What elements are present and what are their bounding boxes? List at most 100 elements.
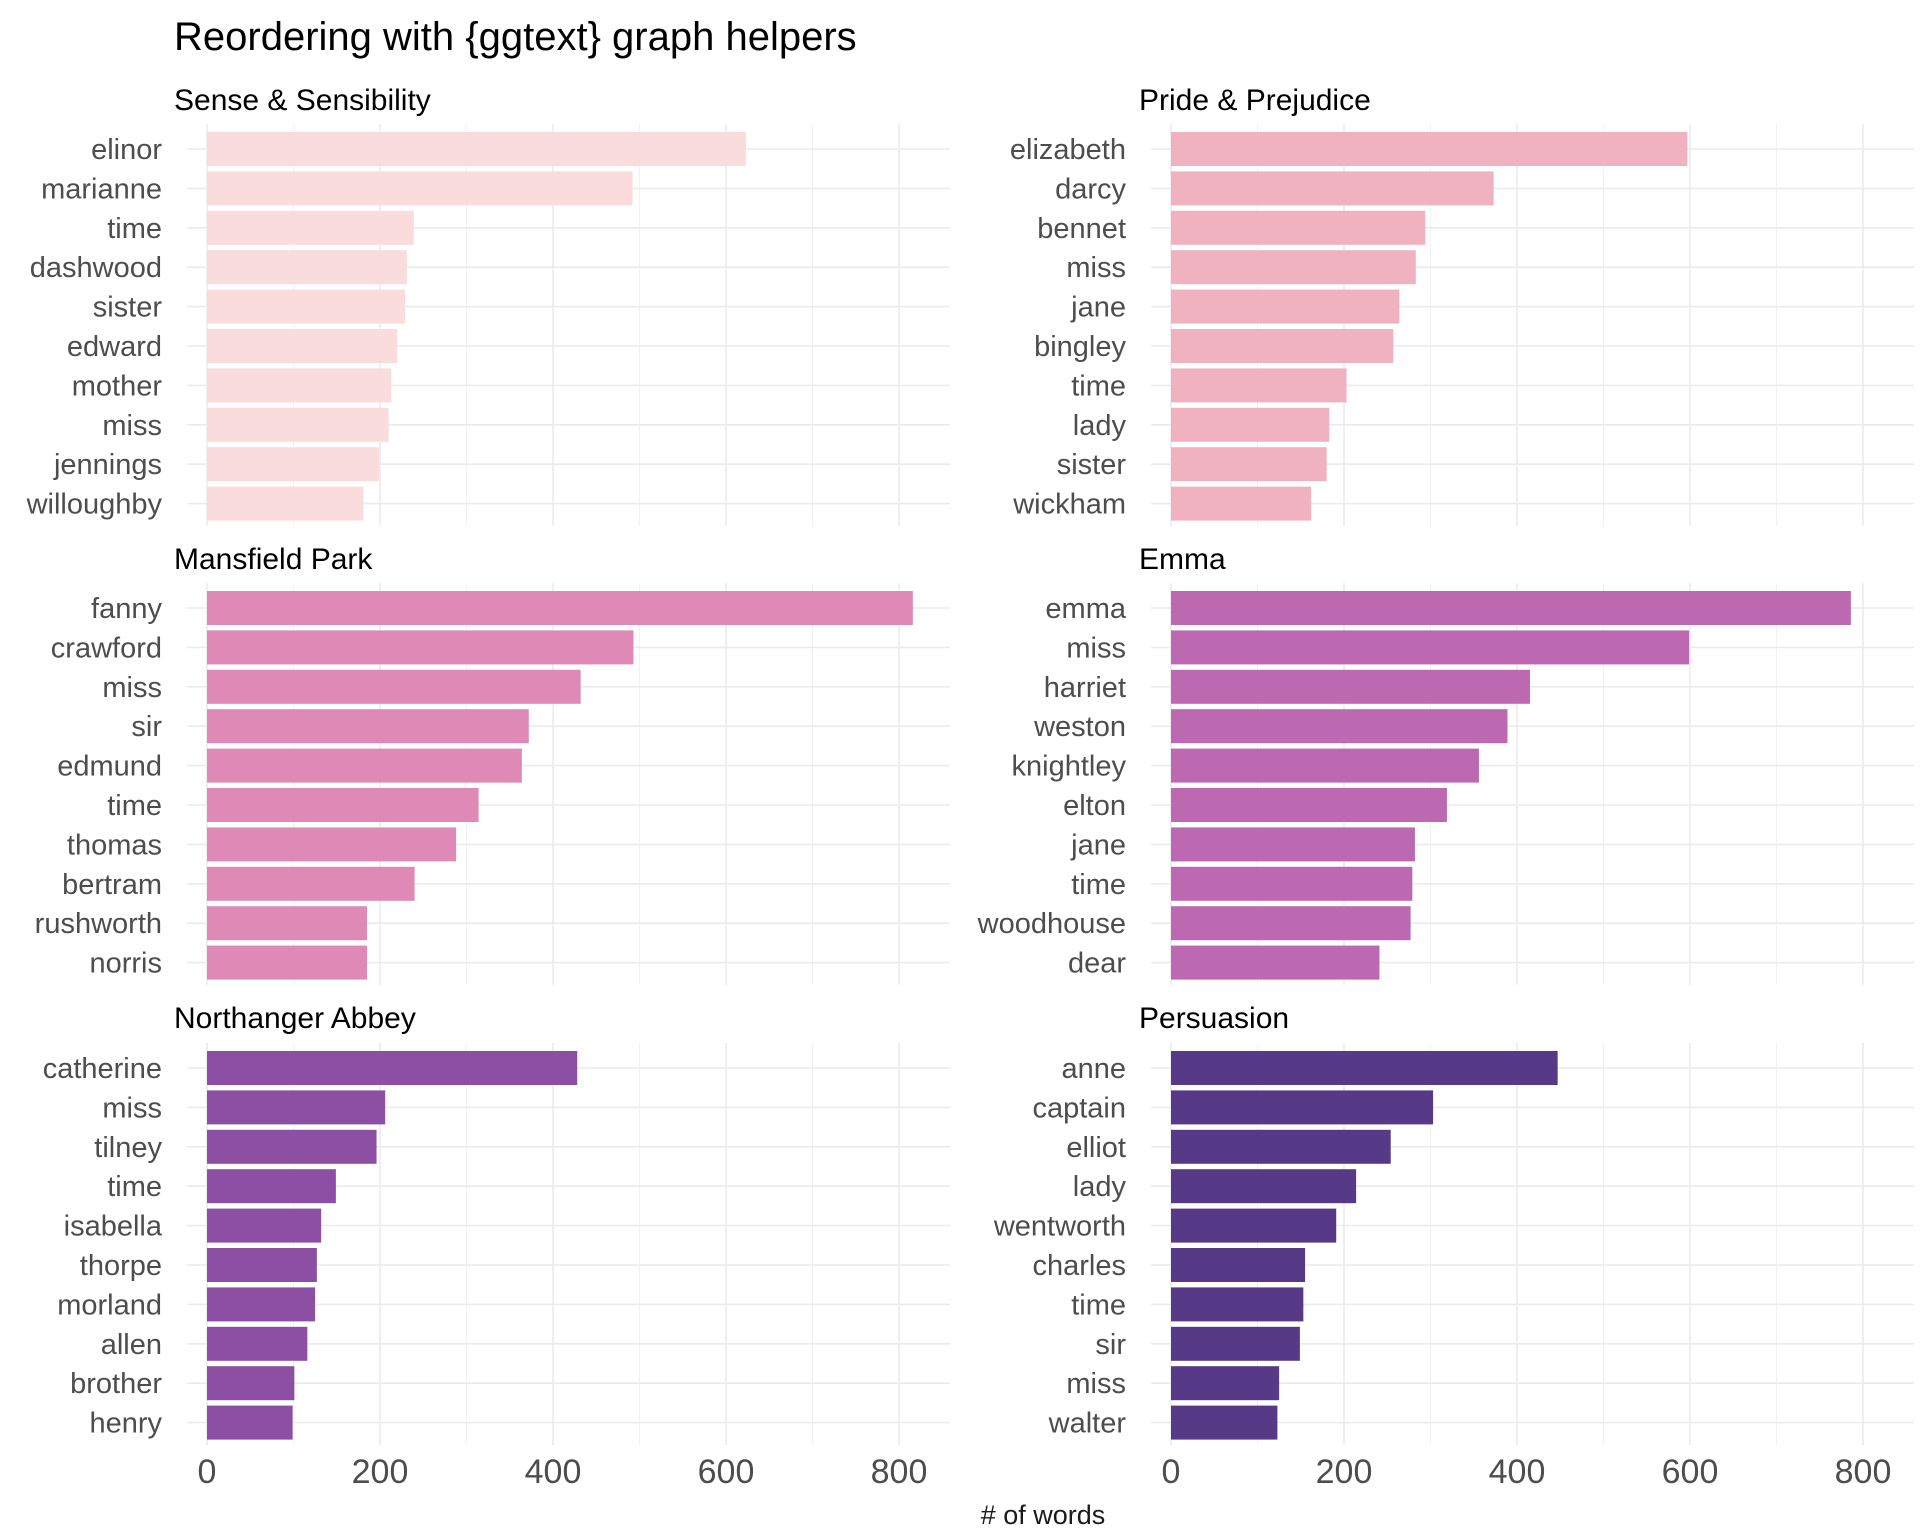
category-label: bennet [1037,213,1126,245]
bar [1171,447,1327,482]
x-tick-label: 800 [1835,1453,1892,1491]
bar [207,748,522,783]
facet-title: Mansfield Park [174,543,373,576]
bar [1171,866,1413,901]
bar [207,669,581,704]
bar [207,132,746,166]
category-label: isabella [64,1211,163,1243]
bar [1171,1090,1434,1125]
category-label: crawford [51,632,162,664]
category-label: miss [102,1092,162,1124]
category-label: time [1071,869,1126,901]
bar [1171,1051,1558,1085]
category-label: dear [1068,948,1126,980]
bar [207,447,380,482]
x-tick-label: 400 [1489,1453,1546,1491]
category-label: time [1071,1289,1126,1321]
category-label: sir [131,711,162,743]
bar [207,1051,578,1085]
category-label: time [107,213,162,245]
category-label: willoughby [26,489,163,521]
category-label: lady [1073,410,1127,442]
x-tick-label: 600 [1662,1453,1719,1491]
category-label: thomas [67,829,162,861]
category-label: time [107,1171,162,1203]
category-label: fanny [91,593,162,625]
bar [1171,1405,1278,1440]
category-label: mother [72,370,163,402]
bar [1171,1169,1357,1204]
bar [207,1169,336,1204]
category-label: wentworth [993,1211,1126,1243]
category-label: tilney [94,1132,162,1164]
bar [207,630,634,665]
bar [207,1326,308,1361]
category-label: sister [93,292,163,324]
category-label: jane [1070,292,1126,324]
bar [1171,407,1330,442]
category-label: wickham [1012,489,1126,521]
category-label: darcy [1055,173,1126,205]
category-label: captain [1032,1092,1126,1124]
category-label: knightley [1012,751,1127,783]
bar [207,171,633,206]
category-label: rushworth [35,908,162,940]
facet-panel: Northanger Abbey catherine miss tilney time i… [43,1002,950,1445]
category-label: weston [1033,711,1126,743]
bar [1171,748,1479,783]
x-tick-label: 600 [698,1453,755,1491]
bar [207,1248,317,1282]
x-tick-label: 400 [525,1453,582,1491]
bar [1171,1287,1304,1322]
bar [1171,709,1508,744]
bar [207,709,529,744]
facet-panel: Emma emma miss harriet weston knightley elton j… [977,543,1914,985]
bar [207,486,364,521]
x-tick-label: 200 [1316,1453,1373,1491]
bar [207,407,389,442]
bar [207,210,414,245]
facet-title: Pride & Prejudice [1139,84,1371,117]
category-label: edward [67,331,162,363]
bar [1171,906,1411,941]
bar [207,1129,377,1164]
category-label: time [1071,370,1126,402]
category-label: emma [1045,593,1126,625]
category-label: sister [1057,449,1127,481]
category-label: jane [1070,829,1126,861]
facet-title: Emma [1139,543,1226,576]
category-label: morland [57,1289,162,1321]
x-axis-title: # of words [981,1500,1106,1530]
bar [1171,250,1416,285]
category-label: bingley [1034,331,1126,363]
facet-title: Sense & Sensibility [174,84,431,117]
category-label: miss [1066,1368,1126,1400]
category-label: elizabeth [1010,134,1126,166]
category-label: miss [1066,252,1126,284]
category-label: elton [1063,790,1126,822]
bar [1171,827,1415,862]
bar [1171,1208,1337,1243]
category-label: woodhouse [977,908,1126,940]
category-label: time [107,790,162,822]
category-label: miss [1066,632,1126,664]
bar [207,250,407,285]
category-label: dashwood [30,252,162,284]
bar [1171,210,1426,245]
bar [207,866,415,901]
category-label: edmund [57,751,162,783]
x-tick-label: 200 [352,1453,409,1491]
bar [1171,1366,1280,1401]
facet-title: Northanger Abbey [174,1002,416,1035]
category-label: marianne [41,173,162,205]
category-label: lady [1073,1171,1127,1203]
category-label: norris [89,948,162,980]
bar [207,945,368,980]
category-label: miss [102,672,162,704]
category-label: elliot [1066,1132,1126,1164]
bar [207,1405,293,1440]
bar [1171,788,1447,822]
category-label: catherine [43,1053,162,1085]
category-label: allen [101,1329,162,1361]
